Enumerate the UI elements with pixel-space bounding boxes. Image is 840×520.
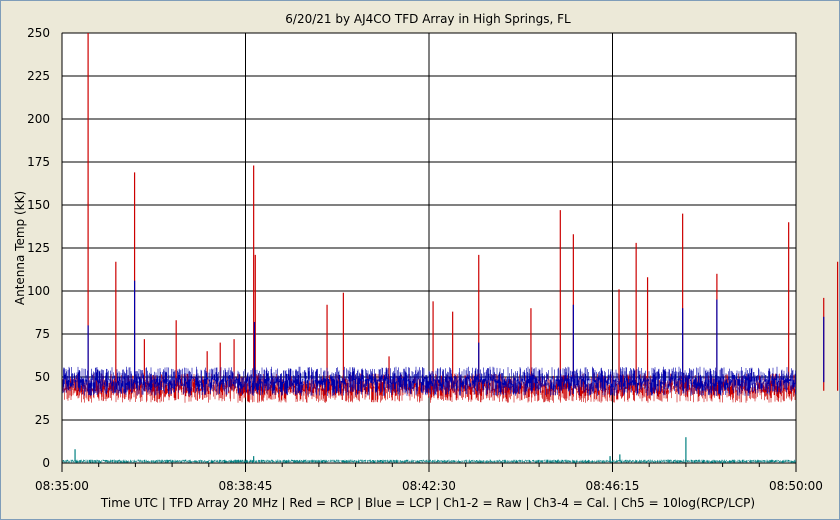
y-tick-label: 250 — [27, 26, 50, 40]
axes: 0 25 50 75 100 125 150 175 200 225 250 08:35:00 08:3… — [27, 26, 823, 493]
y-tick-label: 0 — [42, 456, 50, 470]
y-tick-label: 225 — [27, 69, 50, 83]
series-noise-band — [62, 366, 796, 396]
series-noise-band — [62, 459, 796, 463]
x-tick-label: 08:38:45 — [219, 479, 273, 493]
y-axis-label: Antenna Temp (kK) — [13, 191, 27, 305]
y-tick-label: 175 — [27, 155, 50, 169]
x-tick-label: 08:42:30 — [402, 479, 456, 493]
y-tick-label: 25 — [35, 413, 50, 427]
x-tick-label: 08:46:15 — [586, 479, 640, 493]
chart-title: 6/20/21 by AJ4CO TFD Array in High Sprin… — [285, 12, 571, 26]
y-tick-label: 125 — [27, 241, 50, 255]
series-3 — [62, 437, 796, 463]
y-tick-label: 100 — [27, 284, 50, 298]
y-tick-label: 50 — [35, 370, 50, 384]
series-2 — [62, 280, 825, 396]
y-tick-label: 200 — [27, 112, 50, 126]
y-tick-label: 150 — [27, 198, 50, 212]
y-tick-label: 75 — [35, 327, 50, 341]
x-axis-label: Time UTC | TFD Array 20 MHz | Red = RCP … — [100, 496, 755, 510]
series-layer — [62, 33, 839, 463]
x-tick-label: 08:50:00 — [769, 479, 823, 493]
x-tick-label: 08:35:00 — [35, 479, 89, 493]
